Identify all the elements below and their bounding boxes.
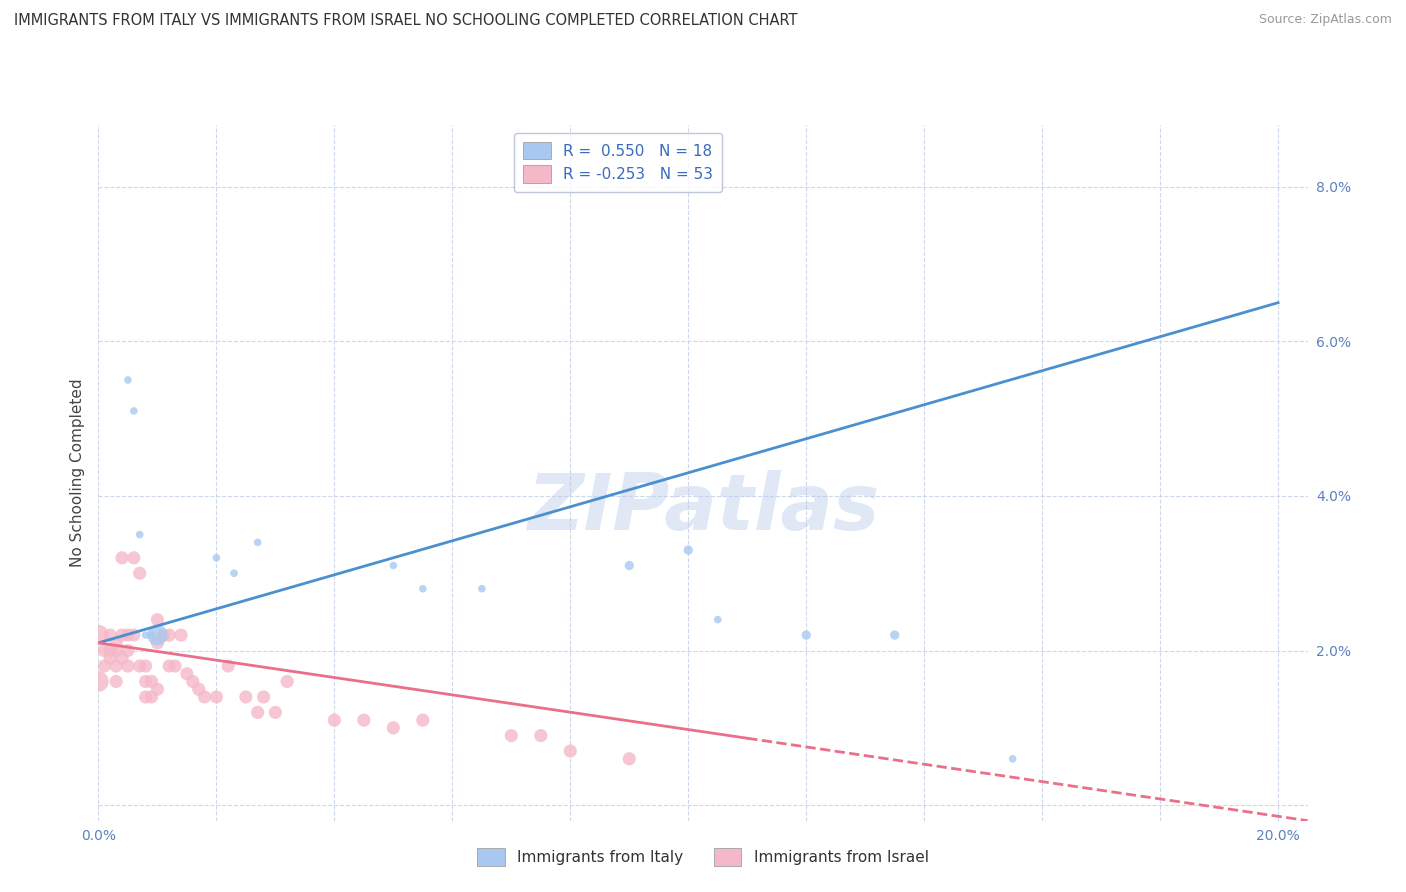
Point bbox=[1001, 752, 1024, 766]
Point bbox=[276, 674, 298, 689]
Point bbox=[187, 682, 209, 697]
Legend: Immigrants from Italy, Immigrants from Israel: Immigrants from Italy, Immigrants from I… bbox=[471, 842, 935, 872]
Point bbox=[619, 558, 641, 573]
Point bbox=[217, 659, 239, 673]
Point bbox=[323, 713, 346, 727]
Text: Source: ZipAtlas.com: Source: ZipAtlas.com bbox=[1258, 13, 1392, 27]
Point bbox=[117, 659, 139, 673]
Point bbox=[252, 690, 274, 704]
Point bbox=[382, 558, 405, 573]
Point bbox=[205, 690, 228, 704]
Point bbox=[235, 690, 257, 704]
Point bbox=[146, 682, 169, 697]
Point bbox=[122, 628, 145, 642]
Point bbox=[152, 628, 174, 642]
Point bbox=[157, 659, 180, 673]
Point bbox=[205, 550, 228, 565]
Point bbox=[122, 550, 145, 565]
Point bbox=[105, 674, 128, 689]
Point bbox=[794, 628, 817, 642]
Point bbox=[135, 659, 157, 673]
Point bbox=[111, 550, 134, 565]
Point bbox=[117, 643, 139, 657]
Point bbox=[706, 613, 728, 627]
Point bbox=[141, 690, 163, 704]
Point bbox=[412, 713, 434, 727]
Y-axis label: No Schooling Completed: No Schooling Completed bbox=[69, 378, 84, 567]
Point bbox=[146, 636, 169, 650]
Point bbox=[141, 674, 163, 689]
Point bbox=[87, 628, 110, 642]
Point bbox=[117, 628, 139, 642]
Point bbox=[135, 628, 157, 642]
Point bbox=[619, 752, 641, 766]
Point bbox=[93, 643, 115, 657]
Point bbox=[128, 659, 150, 673]
Point bbox=[501, 729, 523, 743]
Point bbox=[353, 713, 375, 727]
Point bbox=[165, 659, 187, 673]
Point bbox=[111, 628, 134, 642]
Point bbox=[560, 744, 582, 758]
Point bbox=[105, 636, 128, 650]
Point bbox=[264, 706, 287, 720]
Point bbox=[87, 674, 110, 689]
Point bbox=[246, 535, 269, 549]
Point bbox=[157, 628, 180, 642]
Point bbox=[222, 566, 245, 581]
Point bbox=[105, 659, 128, 673]
Point bbox=[135, 690, 157, 704]
Point bbox=[117, 373, 139, 387]
Point bbox=[122, 404, 145, 418]
Point bbox=[98, 643, 121, 657]
Point bbox=[98, 628, 121, 642]
Point bbox=[530, 729, 553, 743]
Point bbox=[135, 674, 157, 689]
Point bbox=[382, 721, 405, 735]
Text: ZIPatlas: ZIPatlas bbox=[527, 469, 879, 546]
Point bbox=[181, 674, 204, 689]
Point bbox=[146, 628, 169, 642]
Point bbox=[128, 566, 150, 581]
Point bbox=[111, 651, 134, 665]
Text: IMMIGRANTS FROM ITALY VS IMMIGRANTS FROM ISRAEL NO SCHOOLING COMPLETED CORRELATI: IMMIGRANTS FROM ITALY VS IMMIGRANTS FROM… bbox=[14, 13, 797, 29]
Point bbox=[246, 706, 269, 720]
Point bbox=[170, 628, 193, 642]
Point bbox=[194, 690, 217, 704]
Point bbox=[141, 628, 163, 642]
Point bbox=[412, 582, 434, 596]
Point bbox=[146, 613, 169, 627]
Point bbox=[176, 666, 198, 681]
Point bbox=[93, 659, 115, 673]
Point bbox=[471, 582, 494, 596]
Point bbox=[98, 651, 121, 665]
Point bbox=[883, 628, 905, 642]
Point bbox=[105, 643, 128, 657]
Point bbox=[128, 527, 150, 541]
Point bbox=[678, 543, 700, 558]
